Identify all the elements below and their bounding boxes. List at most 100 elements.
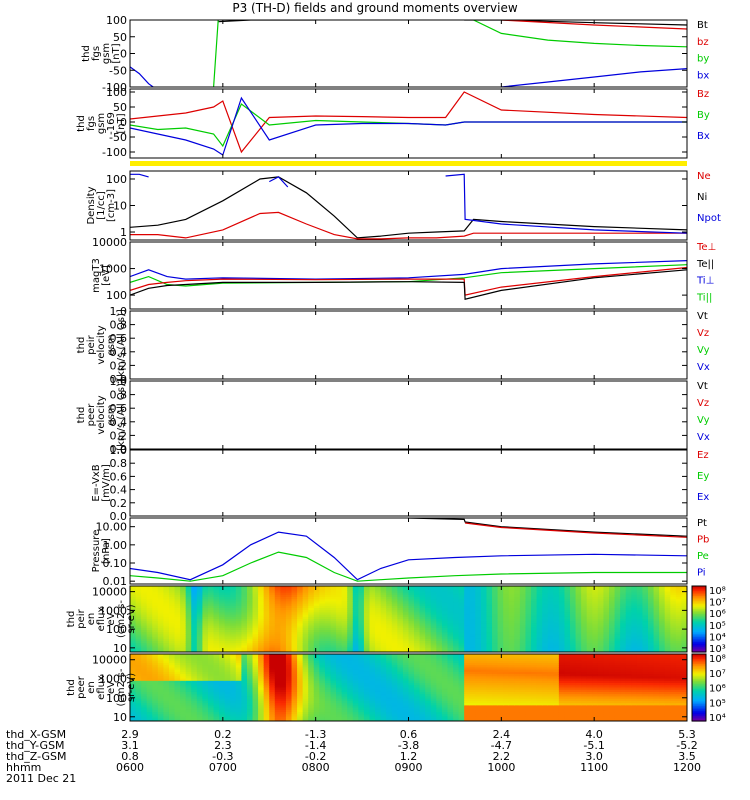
spectrogram-cell <box>285 703 293 706</box>
spectrogram-cell <box>180 636 187 640</box>
spectrogram-cell <box>330 623 337 627</box>
spectrogram-cell <box>603 597 610 600</box>
spectrogram-cell <box>263 683 270 686</box>
spectrogram-cell <box>319 658 326 662</box>
spectrogram-cell <box>258 643 265 646</box>
spectrogram-cell <box>648 612 655 616</box>
spectrogram-cell <box>263 685 270 689</box>
spectrogram-cell <box>670 592 677 596</box>
spectrogram-cell <box>414 678 421 682</box>
spectrogram-cell <box>263 645 270 649</box>
spectrogram-cell <box>168 601 176 605</box>
spectrogram-cell <box>414 656 421 660</box>
spectrogram-cell <box>341 658 348 662</box>
spectrogram-cell <box>157 601 165 605</box>
spectrogram-cell <box>386 588 393 591</box>
spectrogram-cell <box>586 623 593 627</box>
spectrogram-cell <box>302 654 309 657</box>
spectrogram-cell <box>280 698 287 702</box>
spectrogram-cell <box>341 654 348 657</box>
spectrogram-cell <box>163 694 170 698</box>
spectrogram-cell <box>369 616 376 620</box>
spectrogram-cell <box>152 660 159 664</box>
spectrogram-cell <box>347 665 354 668</box>
spectrogram-cell <box>430 641 437 644</box>
spectrogram-cell <box>313 599 320 602</box>
spectrogram-cell <box>531 603 538 607</box>
spectrogram-cell <box>648 592 655 596</box>
spectrogram-cell <box>441 610 449 613</box>
spectrogram-cell <box>308 703 315 706</box>
spectrogram-cell <box>436 614 443 618</box>
spectrogram-cell <box>258 636 265 640</box>
spectrogram-cell <box>224 645 231 649</box>
spectrogram-cell <box>202 716 209 720</box>
spectrogram-cell <box>408 696 415 700</box>
spectrogram-cell <box>230 656 237 660</box>
spectrogram-cell <box>648 643 655 646</box>
spectrogram-cell <box>219 619 226 622</box>
spectrogram-cell <box>408 712 415 715</box>
spectrogram-cell <box>603 647 610 651</box>
spectrogram-cell <box>191 656 198 660</box>
spectrogram-cell <box>291 619 298 622</box>
spectrogram-cell <box>425 705 432 709</box>
spectrogram-cell <box>553 605 560 609</box>
spectrogram-cell <box>458 630 465 633</box>
series-line-Ni <box>130 176 687 239</box>
spectrogram-cell <box>514 586 521 589</box>
spectrogram-cell <box>492 645 499 649</box>
spectrogram-cell <box>246 674 254 677</box>
spectrogram-cell <box>636 592 644 596</box>
spectrogram-cell <box>219 647 226 651</box>
spectrogram-cell <box>492 586 499 589</box>
spectrogram-cell <box>570 627 577 631</box>
spectrogram-cell <box>419 601 426 605</box>
spectrogram-cell <box>347 601 354 605</box>
spectrogram-cell <box>547 590 554 594</box>
spectrogram-cell <box>386 619 393 622</box>
spectrogram-cell <box>246 625 254 629</box>
spectrogram-cell <box>486 612 493 616</box>
spectrogram-cell <box>180 634 187 638</box>
spectrogram-cell <box>146 594 153 598</box>
ytick-label: 10000 <box>92 586 127 599</box>
spectrogram-cell <box>475 590 482 594</box>
spectrogram-cell <box>130 718 137 721</box>
spectrogram-cell <box>135 605 142 609</box>
spectrogram-cell <box>553 597 560 600</box>
spectrogram-cell <box>285 678 293 682</box>
spectrogram-cell <box>347 612 354 616</box>
spectrogram-cell <box>219 605 226 609</box>
spectrogram-cell <box>146 599 153 602</box>
spectrogram-cell <box>458 643 465 646</box>
spectrogram-cell <box>553 621 560 624</box>
spectrogram-cell <box>564 621 571 624</box>
spectrogram-cell <box>363 707 371 711</box>
spectrogram-cell <box>486 588 493 591</box>
spectrogram-cell <box>308 588 315 591</box>
spectrogram-cell <box>558 649 566 652</box>
spectrogram-cell <box>441 694 449 698</box>
spectrogram-cell <box>285 588 293 591</box>
spectrogram-cell <box>319 685 326 689</box>
spectrogram-cell <box>414 658 421 662</box>
spectrogram-cell <box>191 654 198 657</box>
spectrogram-cell <box>558 632 566 635</box>
spectrogram-cell <box>185 709 192 713</box>
spectrogram-cell <box>230 694 237 698</box>
ylabel: peer <box>86 403 97 427</box>
spectrogram-cell <box>358 619 365 622</box>
spectrogram-cell <box>324 627 332 631</box>
legend-Vt: Vt <box>697 381 708 392</box>
spectrogram-cell <box>157 597 165 600</box>
spectrogram-cell <box>246 707 254 711</box>
spectrogram-cell <box>603 643 610 646</box>
spectrogram-cell <box>391 703 398 706</box>
spectrogram-cell <box>185 658 192 662</box>
spectrogram-cell <box>330 627 337 631</box>
spectrogram-cell <box>620 619 627 622</box>
spectrogram-cell <box>313 696 320 700</box>
colorbar-cell <box>692 605 706 609</box>
spectrogram-cell <box>180 647 187 651</box>
